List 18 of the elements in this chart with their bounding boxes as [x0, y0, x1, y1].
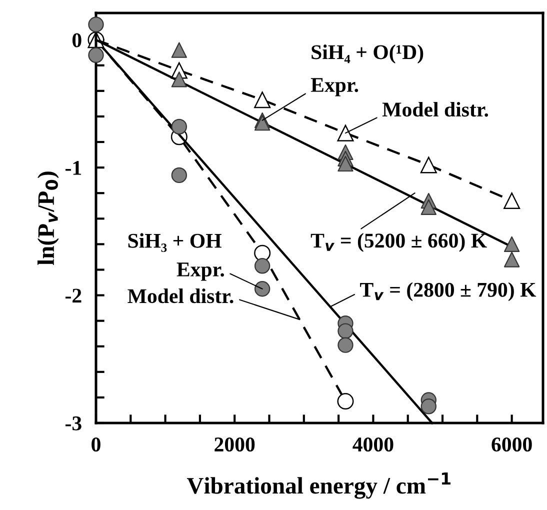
y-tick-label: -3: [66, 416, 82, 430]
x-tick-label: 6000: [492, 437, 532, 452]
annotation: SiH₄ + O(¹D): [312, 44, 424, 64]
annotation: Expr.: [176, 262, 224, 281]
y-axis-title: ln(P$_{v}$/P$_{0}$): [37, 172, 59, 265]
annotation: Expr.: [310, 78, 358, 96]
annotation: T$_{v}$ = (2800 ± 790) K: [360, 282, 536, 302]
x-tick-label: 4000: [352, 437, 394, 452]
annotation: Model distr.: [128, 288, 234, 304]
y-tick-label: -2: [66, 288, 82, 302]
annotation: Model distr.: [382, 102, 488, 117]
annotation: T$_{v}$ = (5200 ± 660) K: [310, 233, 487, 252]
y-tick-label: 0: [72, 33, 82, 48]
x-tick-label: 0: [92, 437, 100, 452]
x-axis-title: Vibrational energy / cm$^{−1}$: [186, 472, 450, 499]
x-tick-label: 2000: [214, 437, 255, 452]
annotation: SiH₃ + OH: [128, 233, 222, 252]
y-tick-label: -1: [66, 161, 82, 175]
